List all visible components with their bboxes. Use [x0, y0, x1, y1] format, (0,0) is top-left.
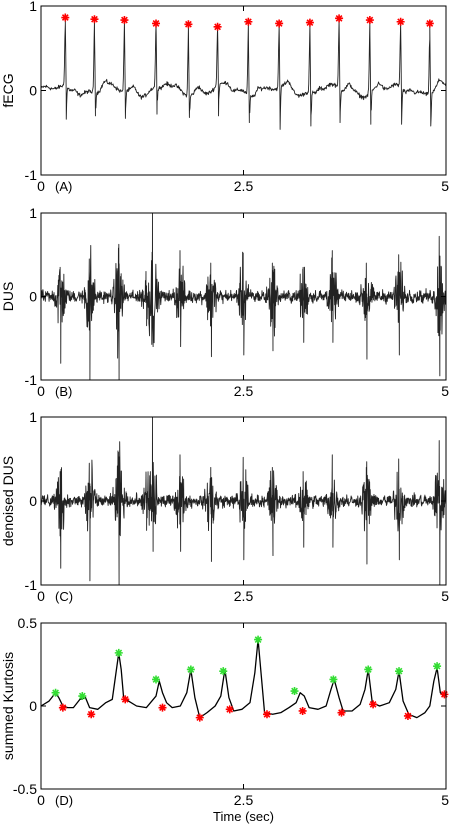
peak-marker — [425, 19, 434, 28]
peak-marker — [219, 667, 228, 676]
peak-marker — [275, 19, 284, 28]
peak-marker — [114, 648, 123, 657]
signal-line — [40, 638, 447, 719]
panel-label: (B) — [55, 384, 72, 399]
x-tick-label: 5 — [441, 792, 449, 808]
x-tick-label: 0 — [37, 383, 45, 399]
peak-marker — [90, 15, 99, 24]
onset-marker — [403, 711, 412, 720]
peak-marker — [365, 16, 374, 25]
onset-marker — [225, 705, 234, 714]
onset-marker — [121, 695, 130, 704]
onset-marker — [87, 710, 96, 719]
peak-marker — [305, 18, 314, 27]
x-tick-label: 0 — [37, 792, 45, 808]
y-tick-label: 0.5 — [18, 615, 38, 631]
x-tick-label: 5 — [441, 588, 449, 604]
peak-marker — [244, 17, 253, 26]
x-tick-label: 5 — [441, 383, 449, 399]
x-tick-label: 2.5 — [234, 178, 254, 194]
y-tick-label: 0 — [29, 493, 37, 509]
peak-marker — [335, 14, 344, 23]
y-tick-label: -1 — [25, 577, 38, 593]
peak-marker — [186, 665, 195, 674]
onset-marker — [298, 706, 307, 715]
onset-marker — [58, 703, 67, 712]
x-tick-label: 5 — [441, 178, 449, 194]
onset-marker — [440, 690, 449, 699]
onset-marker — [369, 700, 378, 709]
signal-line — [40, 416, 447, 586]
onset-marker — [195, 713, 204, 722]
onset-marker — [337, 708, 346, 717]
peak-marker — [213, 22, 222, 31]
x-tick-label: 0 — [37, 588, 45, 604]
peak-marker — [78, 692, 87, 701]
peak-marker — [290, 687, 299, 696]
signal-line — [40, 19, 447, 130]
y-axis-label: denoised DUS — [0, 456, 16, 546]
x-tick-label: 2.5 — [234, 588, 254, 604]
peak-marker — [433, 662, 442, 671]
y-tick-label: 0 — [29, 289, 37, 305]
peak-marker — [51, 688, 60, 697]
peak-marker — [364, 665, 373, 674]
onset-marker — [158, 703, 167, 712]
peak-marker — [61, 13, 70, 22]
peak-marker — [254, 635, 263, 644]
y-tick-label: 1 — [29, 409, 37, 425]
peak-marker — [184, 20, 193, 29]
panel-label: (A) — [55, 179, 72, 194]
y-axis-label: summed Kurtosis — [0, 652, 16, 760]
panel-label: (D) — [55, 793, 73, 808]
panel-label: (C) — [55, 589, 73, 604]
y-axis-label: DUS — [0, 282, 16, 312]
peak-marker — [152, 19, 161, 28]
peak-marker — [395, 667, 404, 676]
peak-marker — [120, 16, 129, 25]
y-tick-label: -1 — [25, 167, 38, 183]
x-tick-label: 2.5 — [234, 792, 254, 808]
y-tick-label: 1 — [29, 0, 37, 14]
onset-marker — [262, 710, 271, 719]
y-tick-label: -1 — [25, 372, 38, 388]
x-tick-label: 2.5 — [234, 383, 254, 399]
y-tick-label: 0 — [29, 83, 37, 99]
peak-marker — [396, 17, 405, 26]
signal-line — [40, 212, 447, 381]
peak-marker — [329, 675, 338, 684]
y-tick-label: -0.5 — [13, 781, 37, 797]
x-tick-label: 0 — [37, 178, 45, 194]
x-axis-label: Time (sec) — [213, 809, 274, 824]
y-axis-label: fECG — [0, 73, 16, 107]
y-tick-label: 1 — [29, 205, 37, 221]
peak-marker — [152, 675, 161, 684]
y-tick-label: 0 — [29, 698, 37, 714]
